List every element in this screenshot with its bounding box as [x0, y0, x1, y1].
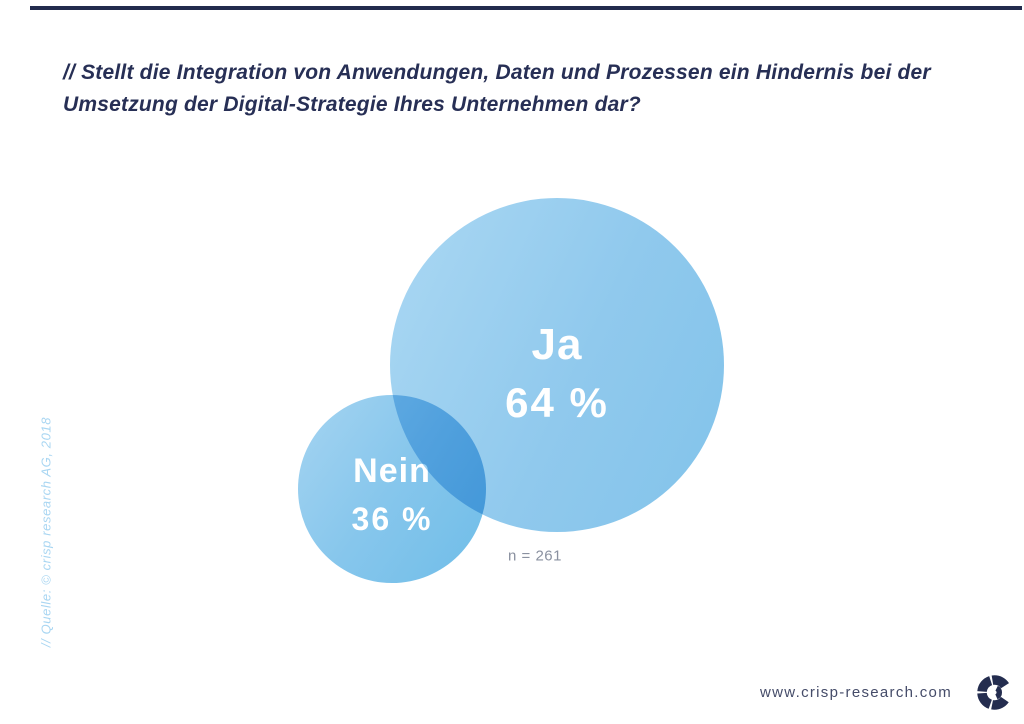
sample-size-note: n = 261	[508, 547, 562, 565]
bubble-nein-label: Nein	[353, 451, 431, 490]
bubble-nein: Nein 36 %	[298, 395, 486, 583]
crisp-research-c-logo-icon	[977, 675, 1012, 710]
top-accent-bar	[30, 6, 1022, 10]
title-line-1: // Stellt die Integration von Anwendunge…	[63, 61, 931, 84]
bubble-ja-labels: Ja 64 %	[390, 206, 724, 540]
bubble-nein-value: 36 %	[351, 500, 433, 537]
title-line-2: Umsetzung der Digital-Strategie Ihres Un…	[63, 93, 641, 116]
chart-question-title: // Stellt die Integration von Anwendunge…	[63, 57, 943, 121]
source-credit: // Quelle: © crisp research AG, 2018	[38, 416, 54, 648]
bubble-ja-value: 64 %	[505, 378, 609, 426]
bubble-nein-labels: Nein 36 %	[298, 400, 486, 588]
bubble-ja-label: Ja	[531, 319, 583, 369]
website-url: www.crisp-research.com	[760, 684, 952, 701]
